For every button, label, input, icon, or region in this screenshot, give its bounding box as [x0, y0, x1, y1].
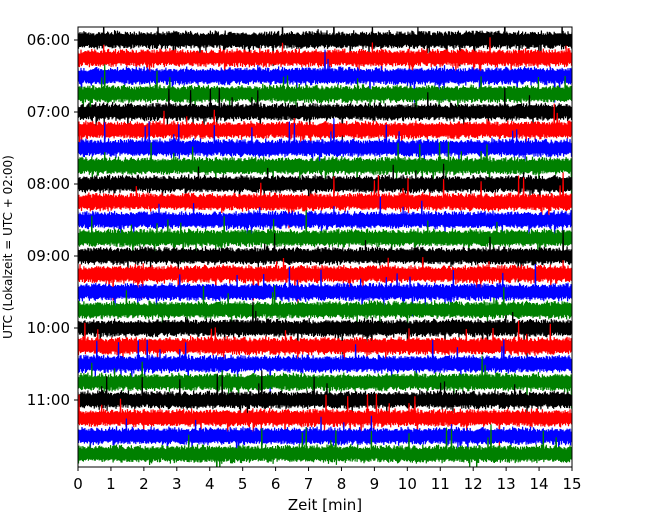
x-tick-label: 5	[238, 475, 248, 493]
x-tick-label: 3	[172, 475, 182, 493]
trace-07-30	[78, 118, 572, 165]
x-tick-label: 6	[271, 475, 281, 493]
y-tick-label: 08:00	[27, 175, 70, 193]
trace-07-15	[78, 103, 572, 155]
trace-06-30	[78, 49, 572, 103]
x-tick-label: 12	[464, 475, 483, 493]
y-tick-label: 07:00	[27, 103, 70, 121]
x-axis: 0 1 2 3 4 5 6 7 8 9 10 11 12 13 14 15	[73, 467, 582, 493]
x-tick-label: 1	[106, 475, 116, 493]
x-tick-label: 13	[497, 475, 516, 493]
y-tick-label: 10:00	[27, 319, 70, 337]
traces-group	[78, 27, 572, 467]
x-tick-label: 7	[304, 475, 314, 493]
trace-09-00	[78, 230, 572, 283]
x-tick-label: 15	[562, 475, 581, 493]
x-axis-label: Zeit [min]	[288, 496, 362, 514]
trace-10-30	[78, 339, 572, 393]
x-tick-label: 4	[205, 475, 215, 493]
trace-08-15	[78, 172, 572, 229]
x-tick-label: 11	[431, 475, 450, 493]
trace-11-45	[78, 424, 572, 467]
y-tick-label: 09:00	[27, 247, 70, 265]
y-axis-label: UTC (Lokalzeit = UTC + 02:00)	[1, 155, 15, 339]
trace-08-30	[78, 196, 572, 246]
trace-11-15	[78, 393, 572, 447]
x-tick-label: 9	[370, 475, 380, 493]
trace-07-45	[78, 141, 572, 195]
x-tick-label: 14	[530, 475, 549, 493]
trace-09-45	[78, 285, 572, 331]
trace-10-00	[78, 301, 572, 358]
x-tick-label: 0	[73, 475, 83, 493]
trace-09-30	[78, 263, 572, 317]
trace-11-00	[78, 370, 572, 417]
y-axis: 06:00 07:00 08:00 09:00 10:00 11:00	[27, 31, 78, 409]
y-tick-label: 11:00	[27, 391, 70, 409]
trace-10-45	[78, 355, 572, 409]
x-tick-label: 8	[337, 475, 347, 493]
trace-08-00	[78, 163, 572, 209]
trace-11-30	[78, 415, 572, 461]
trace-07-00	[78, 87, 572, 141]
trace-06-45	[78, 64, 572, 118]
plot-frame	[77, 26, 573, 468]
trace-09-15	[78, 257, 572, 304]
trace-10-15	[78, 320, 572, 370]
y-tick-label: 06:00	[27, 31, 70, 49]
x-tick-label: 10	[398, 475, 417, 493]
x-tick-label: 2	[139, 475, 149, 493]
